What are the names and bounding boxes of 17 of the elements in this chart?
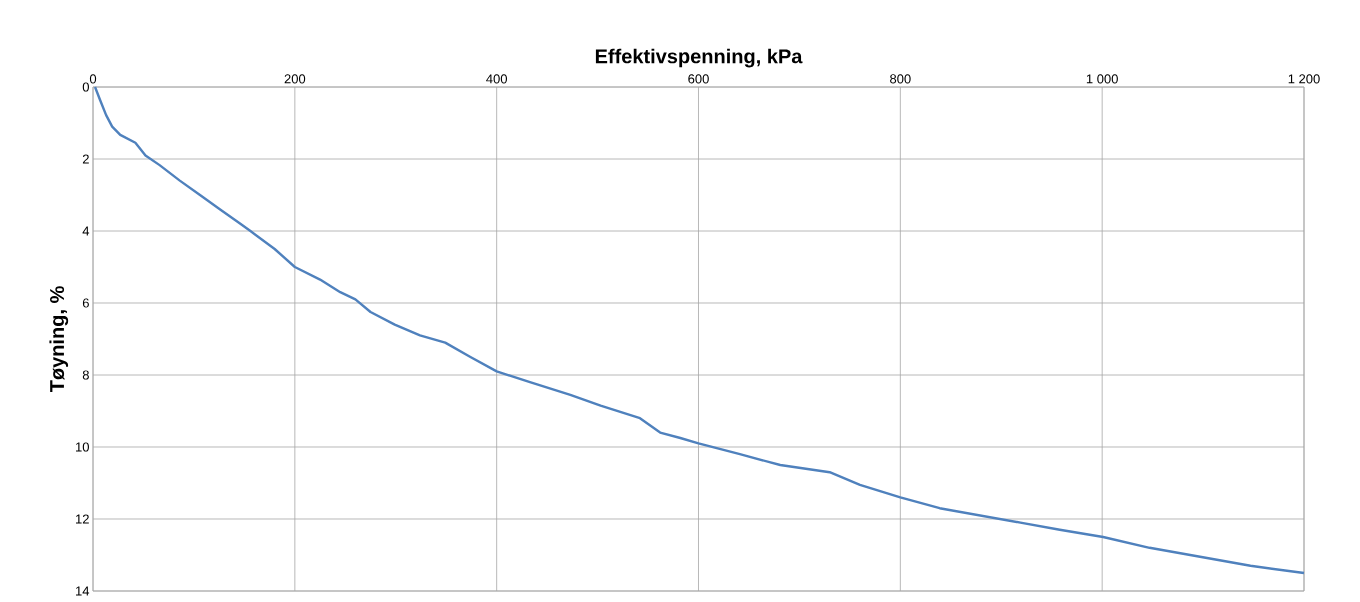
- x-tick-label: 1 000: [1086, 74, 1118, 84]
- x-tick-label: 0: [89, 74, 97, 84]
- y-tick-label: 0: [82, 82, 89, 92]
- y-tick-label: 14: [76, 586, 90, 596]
- y-tick-label: 8: [82, 370, 89, 380]
- y-tick-label: 10: [76, 442, 89, 452]
- x-axis-title: Effektivspenning, kPa: [595, 48, 803, 68]
- y-tick-label: 2: [82, 154, 89, 164]
- y-tick-label: 4: [82, 226, 90, 236]
- x-tick-label: 400: [486, 74, 508, 84]
- y-tick-label: 12: [76, 514, 89, 524]
- x-tick-label: 800: [890, 74, 911, 84]
- x-tick-label: 1 200: [1288, 74, 1320, 84]
- y-tick-label: 6: [82, 298, 89, 308]
- x-tick-label: 600: [688, 74, 709, 84]
- x-tick-label: 200: [284, 74, 306, 84]
- y-axis-title: Tøyning, %: [49, 286, 69, 393]
